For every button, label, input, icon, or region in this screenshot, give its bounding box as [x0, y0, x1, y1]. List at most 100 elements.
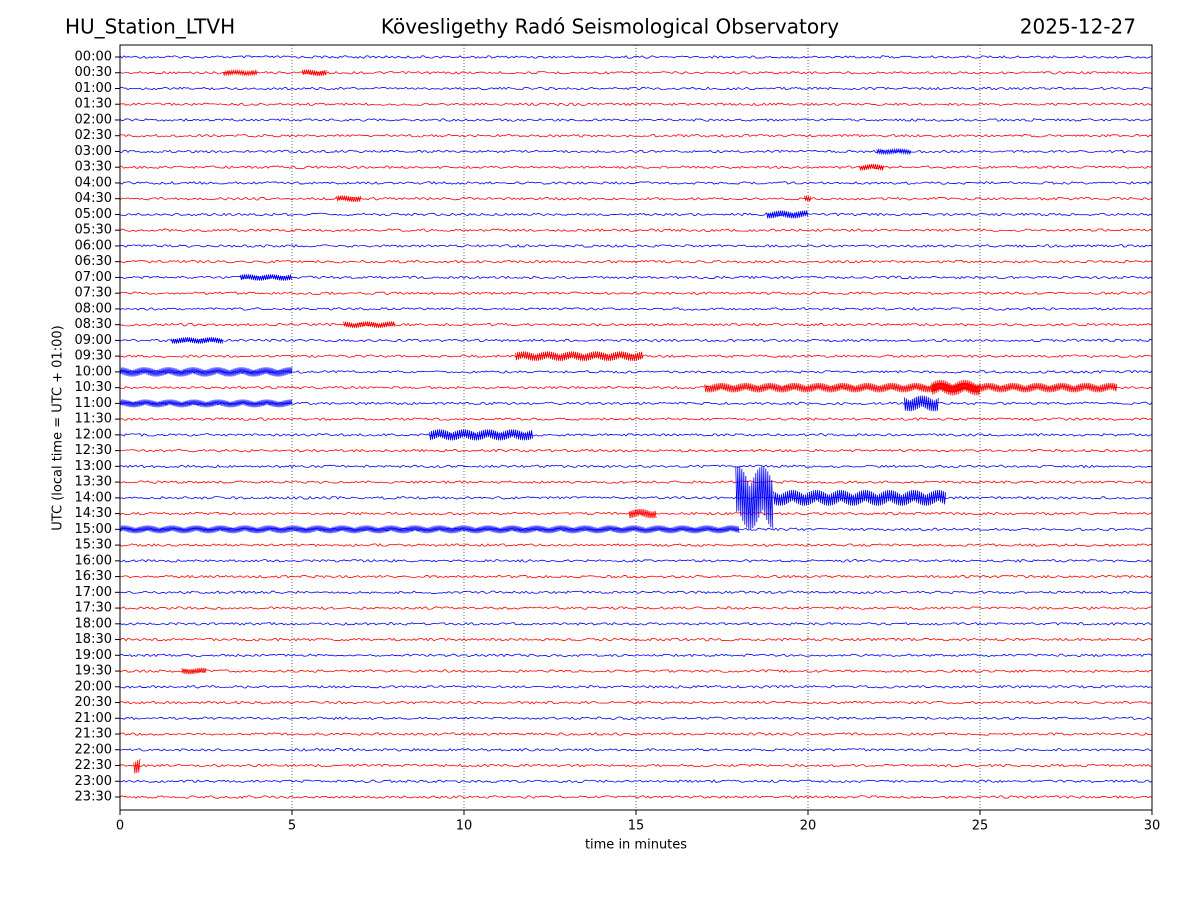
y-tick-label: 14:00: [75, 490, 112, 505]
x-tick-label: 5: [288, 819, 296, 834]
y-tick-label: 04:00: [75, 175, 112, 190]
x-tick-label: 30: [1144, 819, 1161, 834]
y-tick-label: 06:30: [75, 254, 112, 269]
station-name: HU_Station_LTVH: [65, 15, 235, 39]
x-tick-label: 15: [628, 819, 645, 834]
seismic-trace: [119, 716, 1153, 721]
seismic-trace: [119, 732, 1153, 736]
chart-date: 2025-12-27: [1020, 15, 1136, 39]
seismic-event: [903, 395, 939, 412]
y-tick-label: 18:00: [75, 616, 112, 631]
seismic-trace: [119, 70, 1153, 75]
y-tick-label: 08:00: [75, 301, 112, 316]
seismic-trace: [119, 417, 1153, 421]
seismic-event: [240, 274, 292, 281]
y-tick-label: 05:00: [75, 207, 112, 222]
seismic-trace: [119, 511, 1153, 516]
y-tick-label: 21:00: [75, 711, 112, 726]
y-tick-label: 17:00: [75, 585, 112, 600]
seismic-event: [133, 759, 141, 774]
y-tick-label: 17:30: [75, 601, 112, 616]
x-tick-label: 10: [456, 819, 473, 834]
seismic-trace: [119, 621, 1153, 626]
seismic-trace: [119, 684, 1153, 689]
seismic-trace: [119, 480, 1153, 484]
x-tick-label: 25: [972, 819, 989, 834]
seismic-trace: [119, 244, 1153, 248]
seismic-event: [181, 667, 207, 675]
seismic-event: [343, 321, 395, 328]
seismic-trace: [119, 196, 1153, 201]
seismic-trace: [119, 370, 1153, 374]
y-tick-label: 00:00: [75, 50, 112, 65]
seismic-event: [119, 399, 293, 408]
y-tick-label: 15:30: [75, 538, 112, 553]
seismic-event: [804, 195, 811, 202]
seismic-trace: [119, 118, 1153, 122]
y-tick-label: 15:00: [75, 522, 112, 537]
seismic-event: [336, 195, 362, 202]
seismic-trace: [119, 606, 1153, 610]
seismic-trace: [119, 464, 1153, 469]
chart-title: Kövesligethy Radó Seismological Observat…: [381, 15, 839, 39]
seismic-event: [119, 367, 293, 377]
y-tick-label: 10:30: [75, 380, 112, 395]
seismic-trace: [119, 747, 1153, 752]
seismic-trace: [119, 133, 1153, 138]
seismic-event: [876, 147, 912, 156]
seismic-event: [735, 466, 774, 530]
seismic-event: [931, 379, 981, 396]
y-tick-label: 22:00: [75, 742, 112, 757]
y-tick-label: 05:30: [75, 223, 112, 238]
y-tick-label: 12:00: [75, 427, 112, 442]
plot-frame: [119, 44, 1153, 811]
seismic-event: [429, 429, 533, 441]
seismic-trace: [119, 779, 1153, 784]
y-tick-label: 21:30: [75, 727, 112, 742]
y-tick-label: 23:00: [75, 774, 112, 789]
y-tick-label: 08:30: [75, 317, 112, 332]
seismic-trace: [119, 448, 1153, 453]
seismic-event: [171, 337, 223, 344]
y-tick-label: 01:30: [75, 97, 112, 112]
y-tick-label: 07:00: [75, 270, 112, 285]
y-tick-label: 13:30: [75, 475, 112, 490]
seismic-trace: [119, 259, 1153, 264]
seismic-trace: [119, 669, 1153, 673]
y-tick-label: 19:30: [75, 664, 112, 679]
seismic-trace: [119, 102, 1153, 107]
seismic-event: [704, 382, 1118, 393]
x-axis-label: time in minutes: [585, 838, 687, 853]
seismic-trace: [119, 275, 1153, 280]
y-tick-label: 12:30: [75, 443, 112, 458]
y-tick-label: 16:00: [75, 553, 112, 568]
seismic-event: [859, 163, 884, 171]
seismic-trace: [119, 543, 1153, 547]
seismic-event: [628, 508, 657, 519]
seismic-trace: [119, 181, 1153, 185]
seismic-trace: [119, 433, 1153, 437]
seismic-trace: [119, 496, 1153, 500]
seismic-trace: [119, 590, 1153, 595]
seismic-event: [301, 69, 327, 76]
seismic-trace: [119, 795, 1153, 799]
x-tick-label: 20: [800, 819, 817, 834]
seismic-trace: [120, 700, 1153, 705]
seismic-trace: [119, 228, 1153, 232]
seismic-trace: [119, 401, 1153, 406]
seismic-trace: [119, 55, 1153, 59]
y-tick-label: 20:00: [75, 679, 112, 694]
seismic-trace: [119, 558, 1153, 563]
y-tick-label: 16:30: [75, 569, 112, 584]
y-tick-label: 00:30: [75, 65, 112, 80]
y-axis-label: UTC (local time = UTC + 01:00): [51, 325, 66, 530]
seismic-trace: [119, 165, 1153, 169]
seismic-trace: [119, 653, 1153, 658]
seismic-trace: [119, 338, 1153, 343]
y-tick-label: 19:00: [75, 648, 112, 663]
y-tick-label: 06:00: [75, 238, 112, 253]
seismic-trace: [119, 149, 1153, 154]
seismic-trace: [119, 527, 1153, 532]
y-tick-label: 04:30: [75, 191, 112, 206]
seismic-trace: [119, 322, 1153, 327]
